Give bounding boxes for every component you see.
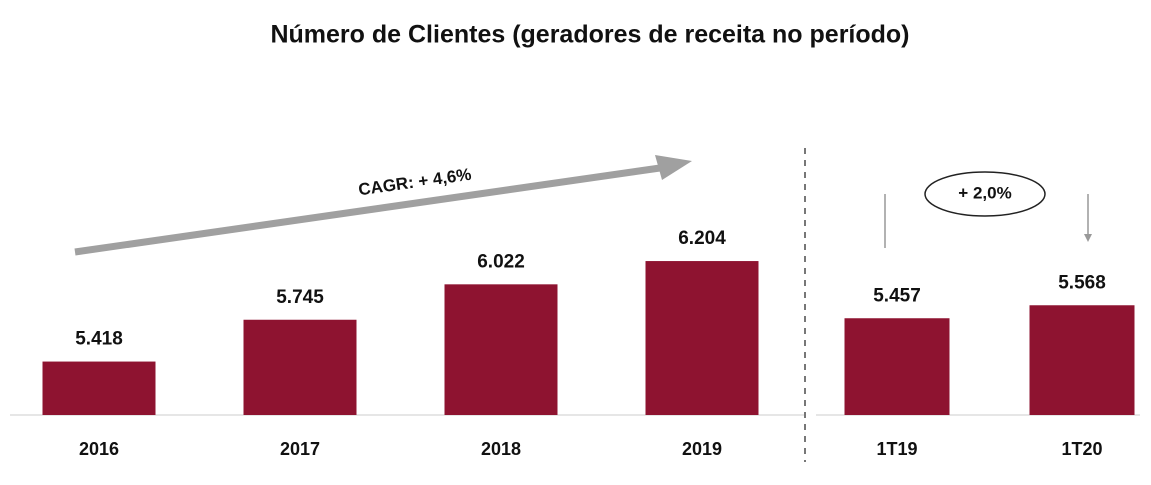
x-tick-label: 2019 [682,439,722,459]
value-label: 5.418 [75,329,123,350]
growth-ellipse [924,171,1046,217]
x-tick-label: 2018 [481,439,521,459]
value-label: 5.457 [873,285,921,306]
bar [243,319,357,415]
x-tick-label: 1T20 [1061,439,1102,459]
bar [42,361,156,415]
x-tick-label: 2016 [79,439,119,459]
value-label: 6.022 [477,251,525,272]
value-label: 5.745 [276,287,324,308]
bar [844,318,950,415]
chart-title: Número de Clientes (geradores de receita… [270,21,909,49]
value-label: 6.204 [678,228,726,249]
growth-label: + 2,0% [958,183,1011,202]
value-label: 5.568 [1058,272,1106,293]
bar [444,284,558,415]
x-tick-label: 1T19 [876,439,917,459]
bar [1029,305,1135,415]
arrow-head [655,155,692,180]
trend-arrow [74,164,661,256]
x-tick-label: 2017 [280,439,320,459]
bar [645,261,759,415]
